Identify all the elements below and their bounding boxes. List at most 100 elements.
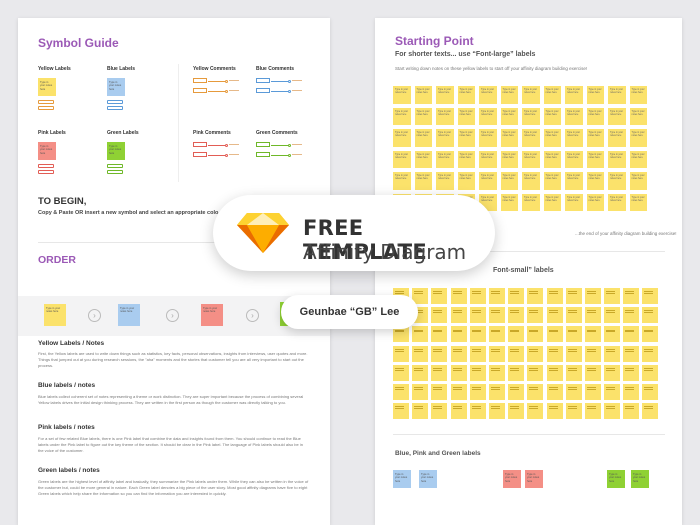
yellow-sticky-note[interactable]	[393, 364, 409, 381]
yellow-sticky-note[interactable]	[393, 403, 409, 420]
yellow-sticky-note[interactable]	[527, 345, 544, 362]
yellow-sticky-note[interactable]	[393, 345, 409, 362]
pink-comment-sample[interactable]	[193, 152, 243, 158]
yellow-sticky-note[interactable]	[527, 403, 544, 420]
yellow-comment-sample[interactable]	[193, 78, 243, 84]
green-label-sample[interactable]: Type in your notes here	[607, 470, 625, 488]
yellow-sticky-note[interactable]	[604, 288, 621, 304]
yellow-sticky-note[interactable]	[488, 326, 505, 343]
yellow-sticky-note[interactable]	[508, 288, 525, 304]
yellow-sticky-note[interactable]	[642, 326, 659, 343]
yellow-sticky-note[interactable]: Type in your notes here	[522, 86, 540, 104]
yellow-sticky-note[interactable]: Type in your notes here	[629, 86, 647, 104]
yellow-sticky-note[interactable]	[488, 383, 505, 400]
yellow-sticky-note[interactable]: Type in your notes here	[414, 129, 432, 147]
yellow-sticky-note[interactable]: Type in your notes here	[457, 107, 475, 125]
yellow-sticky-note[interactable]	[623, 326, 640, 343]
yellow-sticky-note[interactable]	[508, 364, 525, 381]
yellow-sticky-note[interactable]	[584, 326, 601, 343]
yellow-sticky-note[interactable]	[412, 403, 429, 420]
yellow-sticky-note[interactable]	[469, 364, 486, 381]
yellow-sticky-note[interactable]: Type in your notes here	[543, 172, 561, 190]
yellow-sticky-note[interactable]	[431, 288, 448, 304]
yellow-sticky-note[interactable]: Type in your notes here	[586, 150, 604, 168]
pink-label-sample[interactable]: Type in your notes here	[38, 142, 56, 160]
yellow-sticky-note[interactable]: Type in your notes here	[586, 193, 604, 211]
yellow-sticky-note[interactable]: Type in your notes here	[436, 129, 454, 147]
yellow-sticky-note[interactable]	[412, 326, 429, 343]
yellow-sticky-note[interactable]	[565, 364, 582, 381]
yellow-sticky-note[interactable]: Type in your notes here	[500, 172, 518, 190]
blue-comment-sample[interactable]	[256, 78, 306, 84]
pink-label-sample[interactable]: Type in your notes here	[503, 470, 521, 488]
blue-label-sample[interactable]: Type in your notes here	[393, 470, 411, 488]
green-label-sample[interactable]: Type in your notes here	[631, 470, 649, 488]
yellow-sticky-note[interactable]: Type in your notes here	[414, 107, 432, 125]
yellow-sticky-note[interactable]: Type in your notes here	[500, 86, 518, 104]
yellow-sticky-note[interactable]	[565, 307, 582, 324]
yellow-sticky-note[interactable]	[623, 345, 640, 362]
yellow-sticky-note[interactable]	[431, 307, 448, 324]
yellow-sticky-note[interactable]: Type in your notes here	[543, 129, 561, 147]
green-comment-sample[interactable]	[256, 142, 306, 148]
yellow-sticky-note[interactable]: Type in your notes here	[586, 86, 604, 104]
yellow-sticky-note[interactable]	[642, 383, 659, 400]
yellow-sticky-note[interactable]: Type in your notes here	[479, 86, 497, 104]
yellow-sticky-note[interactable]	[565, 288, 582, 304]
yellow-sticky-note[interactable]: Type in your notes here	[565, 193, 583, 211]
yellow-sticky-note[interactable]: Type in your notes here	[629, 107, 647, 125]
yellow-sticky-note[interactable]: Type in your notes here	[608, 86, 626, 104]
yellow-sticky-note[interactable]	[604, 307, 621, 324]
yellow-sticky-note[interactable]	[508, 307, 525, 324]
blue-label-sample[interactable]: Type in your notes here	[419, 470, 437, 488]
yellow-sticky-note[interactable]	[565, 383, 582, 400]
yellow-sticky-note[interactable]: Type in your notes here	[629, 150, 647, 168]
yellow-sticky-note[interactable]: Type in your notes here	[500, 193, 518, 211]
green-comment-sample[interactable]	[256, 152, 306, 158]
yellow-sticky-note[interactable]	[604, 403, 621, 420]
yellow-sticky-note[interactable]	[393, 326, 409, 343]
pink-label-sample[interactable]: Type in your notes here	[525, 470, 543, 488]
yellow-sticky-note[interactable]: Type in your notes here	[457, 150, 475, 168]
yellow-sticky-note[interactable]	[565, 326, 582, 343]
yellow-sticky-note[interactable]: Type in your notes here	[393, 129, 411, 147]
blue-label-sample[interactable]: Type in your notes here	[107, 78, 125, 96]
yellow-sticky-note[interactable]	[469, 326, 486, 343]
yellow-sticky-note[interactable]	[431, 383, 448, 400]
yellow-sticky-note[interactable]	[546, 326, 563, 343]
yellow-sticky-note[interactable]: Type in your notes here	[479, 150, 497, 168]
yellow-sticky-note[interactable]	[623, 307, 640, 324]
yellow-sticky-note[interactable]: Type in your notes here	[436, 86, 454, 104]
yellow-sticky-note[interactable]	[469, 345, 486, 362]
yellow-sticky-note[interactable]	[642, 307, 659, 324]
yellow-sticky-note[interactable]: Type in your notes here	[393, 150, 411, 168]
yellow-sticky-note[interactable]: Type in your notes here	[522, 107, 540, 125]
order-pink-label[interactable]: Type in your notes here	[201, 304, 223, 326]
yellow-sticky-note[interactable]	[604, 345, 621, 362]
yellow-sticky-note[interactable]	[546, 307, 563, 324]
yellow-sticky-note[interactable]: Type in your notes here	[436, 172, 454, 190]
yellow-sticky-note[interactable]: Type in your notes here	[414, 86, 432, 104]
yellow-sticky-note[interactable]: Type in your notes here	[586, 129, 604, 147]
yellow-sticky-note[interactable]	[623, 364, 640, 381]
yellow-sticky-note[interactable]: Type in your notes here	[500, 150, 518, 168]
yellow-sticky-note[interactable]: Type in your notes here	[500, 129, 518, 147]
yellow-sticky-note[interactable]	[527, 326, 544, 343]
yellow-sticky-note[interactable]: Type in your notes here	[436, 107, 454, 125]
yellow-sticky-note[interactable]: Type in your notes here	[629, 129, 647, 147]
blue-comment-sample[interactable]	[256, 88, 306, 94]
yellow-sticky-note[interactable]	[642, 403, 659, 420]
yellow-sticky-note[interactable]: Type in your notes here	[543, 150, 561, 168]
yellow-sticky-note[interactable]	[412, 288, 429, 304]
yellow-sticky-note[interactable]	[565, 403, 582, 420]
yellow-sticky-note[interactable]	[623, 383, 640, 400]
yellow-sticky-note[interactable]: Type in your notes here	[565, 107, 583, 125]
yellow-sticky-note[interactable]: Type in your notes here	[565, 129, 583, 147]
yellow-sticky-note[interactable]: Type in your notes here	[393, 86, 411, 104]
yellow-sticky-note[interactable]	[527, 364, 544, 381]
yellow-sticky-note[interactable]	[642, 288, 659, 304]
yellow-comment-sample[interactable]	[193, 88, 243, 94]
yellow-sticky-note[interactable]: Type in your notes here	[522, 129, 540, 147]
yellow-sticky-note[interactable]: Type in your notes here	[414, 172, 432, 190]
yellow-sticky-note[interactable]	[488, 288, 505, 304]
